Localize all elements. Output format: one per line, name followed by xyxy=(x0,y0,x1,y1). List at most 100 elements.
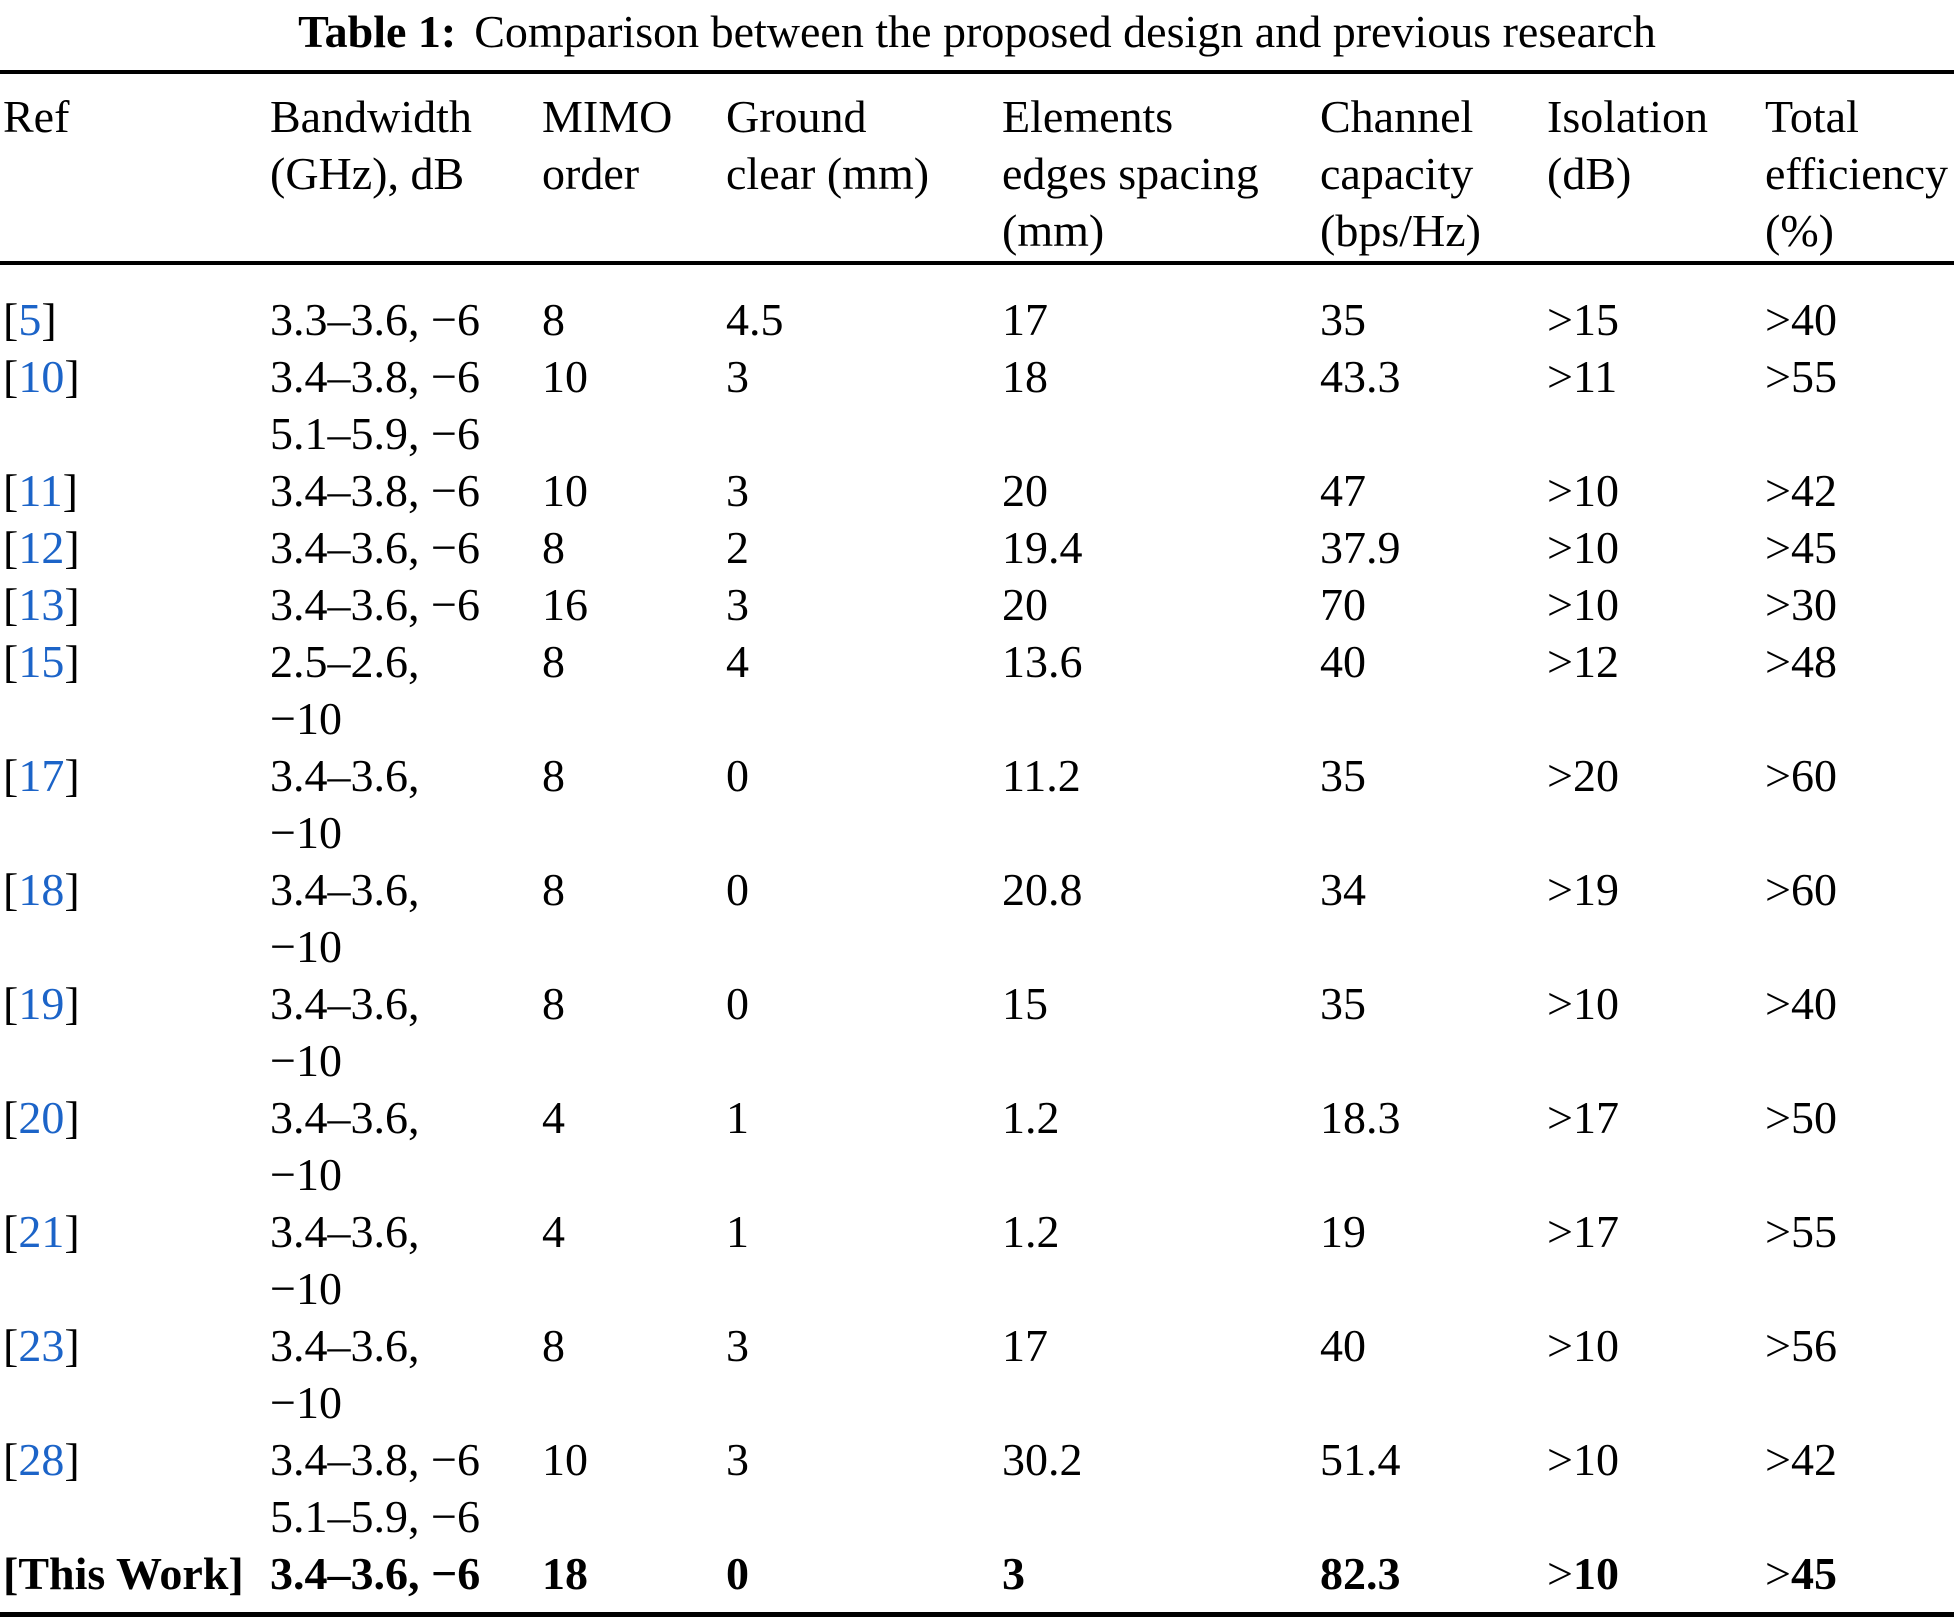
bandwidth-line: 3.4–3.8, −6 xyxy=(270,1434,480,1485)
bandwidth-line: 3.4–3.8, −6 xyxy=(270,465,480,516)
cell-total-efficiency: >40 xyxy=(1765,263,1954,348)
cell-isolation: >10 xyxy=(1547,975,1765,1089)
cell-elements-spacing: 13.6 xyxy=(1002,636,1083,687)
cell-value: 10 xyxy=(1572,1548,1619,1599)
ref-citation-link[interactable]: 10 xyxy=(18,351,65,402)
cell-value: 10 xyxy=(1572,1320,1619,1371)
cell-isolation: >10 xyxy=(1547,519,1765,576)
cell-mimo-order: 8 xyxy=(542,1320,565,1371)
cell-ref: [28] xyxy=(0,1431,270,1545)
ref-citation-link[interactable]: 19 xyxy=(18,978,65,1029)
greater-than-sign: > xyxy=(1765,1434,1791,1485)
ref-bracket-open: [ xyxy=(3,351,19,402)
ref-citation-link[interactable]: 12 xyxy=(18,522,65,573)
cell-isolation: >17 xyxy=(1547,1203,1765,1317)
column-header-channel-capacity: Channel capacity (bps/Hz) xyxy=(1320,72,1547,265)
table-row: [23] 3.4–3.6, −10 8 3 17 40 >10 >56 xyxy=(0,1317,1954,1431)
header-line: MIMO xyxy=(542,91,673,142)
ref-citation-link[interactable]: 18 xyxy=(18,864,65,915)
column-header-total-efficiency: Total efficiency (%) xyxy=(1765,72,1954,265)
cell-ref: [23] xyxy=(0,1317,270,1431)
header-row: Ref Bandwidth (GHz), dB MIMO order Groun… xyxy=(0,72,1954,265)
cell-ref: [10] xyxy=(0,348,270,462)
ref-bracket-close: ] xyxy=(64,522,80,573)
bandwidth-line: −10 xyxy=(270,1149,342,1200)
cell-value: 42 xyxy=(1790,465,1837,516)
cell-mimo-order: 4 xyxy=(542,1092,565,1143)
ref-bracket-close: ] xyxy=(64,636,80,687)
cell-isolation: >11 xyxy=(1547,348,1765,462)
cell-value: 30 xyxy=(1790,579,1837,630)
table-row: [18] 3.4–3.6, −10 8 0 20.8 34 >19 >60 xyxy=(0,861,1954,975)
cell-mimo-order: 16 xyxy=(542,579,588,630)
cell-mimo-order: 10 xyxy=(542,1434,588,1485)
bandwidth-line: 3.4–3.6, xyxy=(270,1206,420,1257)
ref-bracket-open: [ xyxy=(3,1092,19,1143)
header-line: efficiency xyxy=(1765,148,1949,199)
cell-ground-clear: 2 xyxy=(726,522,749,573)
cell-channel-capacity: 43.3 xyxy=(1320,351,1401,402)
cell-value: 12 xyxy=(1572,636,1619,687)
greater-than-sign: > xyxy=(1547,1320,1573,1371)
cell-elements-spacing: 20 xyxy=(1002,579,1048,630)
cell-elements-spacing: 3 xyxy=(1002,1548,1025,1599)
header-line: clear (mm) xyxy=(726,148,930,199)
cell-elements-spacing: 20.8 xyxy=(1002,864,1083,915)
cell-isolation: >12 xyxy=(1547,633,1765,747)
ref-citation-link[interactable]: 20 xyxy=(18,1092,65,1143)
cell-value: 40 xyxy=(1790,978,1837,1029)
greater-than-sign: > xyxy=(1765,522,1791,573)
cell-bandwidth: 3.4–3.6, −6 xyxy=(270,576,542,633)
ref-citation-link[interactable]: 5 xyxy=(18,294,42,345)
bandwidth-line: 3.4–3.8, −6 xyxy=(270,351,480,402)
cell-isolation: >10 xyxy=(1547,1545,1765,1616)
ref-bracket-open: [ xyxy=(3,579,19,630)
cell-bandwidth: 3.4–3.6, −10 xyxy=(270,747,542,861)
cell-isolation: >17 xyxy=(1547,1089,1765,1203)
cell-elements-spacing: 11.2 xyxy=(1002,750,1081,801)
ref-citation-link[interactable]: 23 xyxy=(18,1320,65,1371)
cell-isolation: >10 xyxy=(1547,1317,1765,1431)
cell-mimo-order: 8 xyxy=(542,978,565,1029)
header-line: (GHz), dB xyxy=(270,148,465,199)
column-header-ground-clear: Ground clear (mm) xyxy=(726,72,1002,265)
greater-than-sign: > xyxy=(1547,1206,1573,1257)
bandwidth-line: −10 xyxy=(270,693,342,744)
ref-citation-link[interactable]: 11 xyxy=(18,465,63,516)
ref-bracket-close: ] xyxy=(64,351,80,402)
ref-citation-link[interactable]: 21 xyxy=(18,1206,65,1257)
cell-value: 48 xyxy=(1790,636,1837,687)
header-line: order xyxy=(542,148,640,199)
cell-total-efficiency: >48 xyxy=(1765,633,1954,747)
cell-total-efficiency: >50 xyxy=(1765,1089,1954,1203)
bandwidth-line: 3.4–3.6, xyxy=(270,864,420,915)
header-line: Channel xyxy=(1320,91,1474,142)
ref-citation-link[interactable]: 15 xyxy=(18,636,65,687)
cell-channel-capacity: 35 xyxy=(1320,750,1366,801)
cell-isolation: >10 xyxy=(1547,1431,1765,1545)
cell-value: 56 xyxy=(1790,1320,1837,1371)
table-caption-label: Table 1: xyxy=(298,6,457,57)
ref-bracket-open: [ xyxy=(3,1434,19,1485)
cell-channel-capacity: 34 xyxy=(1320,864,1366,915)
ref-citation-link[interactable]: 28 xyxy=(18,1434,65,1485)
cell-elements-spacing: 17 xyxy=(1002,294,1048,345)
cell-ref: [13] xyxy=(0,576,270,633)
cell-channel-capacity: 19 xyxy=(1320,1206,1366,1257)
header-line: edges spacing xyxy=(1002,148,1259,199)
cell-value: 10 xyxy=(1572,522,1619,573)
bandwidth-line: 3.4–3.6, −6 xyxy=(270,579,480,630)
table-row: [11] 3.4–3.8, −6 10 3 20 47 >10 >42 xyxy=(0,462,1954,519)
bandwidth-line: 3.4–3.6, xyxy=(270,1092,420,1143)
cell-ground-clear: 0 xyxy=(726,978,749,1029)
cell-ref: [This Work] xyxy=(0,1545,270,1616)
cell-mimo-order: 8 xyxy=(542,522,565,573)
ref-bracket-close: ] xyxy=(41,294,57,345)
cell-value: 17 xyxy=(1572,1206,1619,1257)
ref-bracket-close: ] xyxy=(64,1434,80,1485)
ref-citation-link[interactable]: 13 xyxy=(18,579,65,630)
cell-total-efficiency: >30 xyxy=(1765,576,1954,633)
table-row: [5] 3.3–3.6, −6 8 4.5 17 35 >15 >40 xyxy=(0,263,1954,348)
ref-citation-link[interactable]: 17 xyxy=(18,750,65,801)
